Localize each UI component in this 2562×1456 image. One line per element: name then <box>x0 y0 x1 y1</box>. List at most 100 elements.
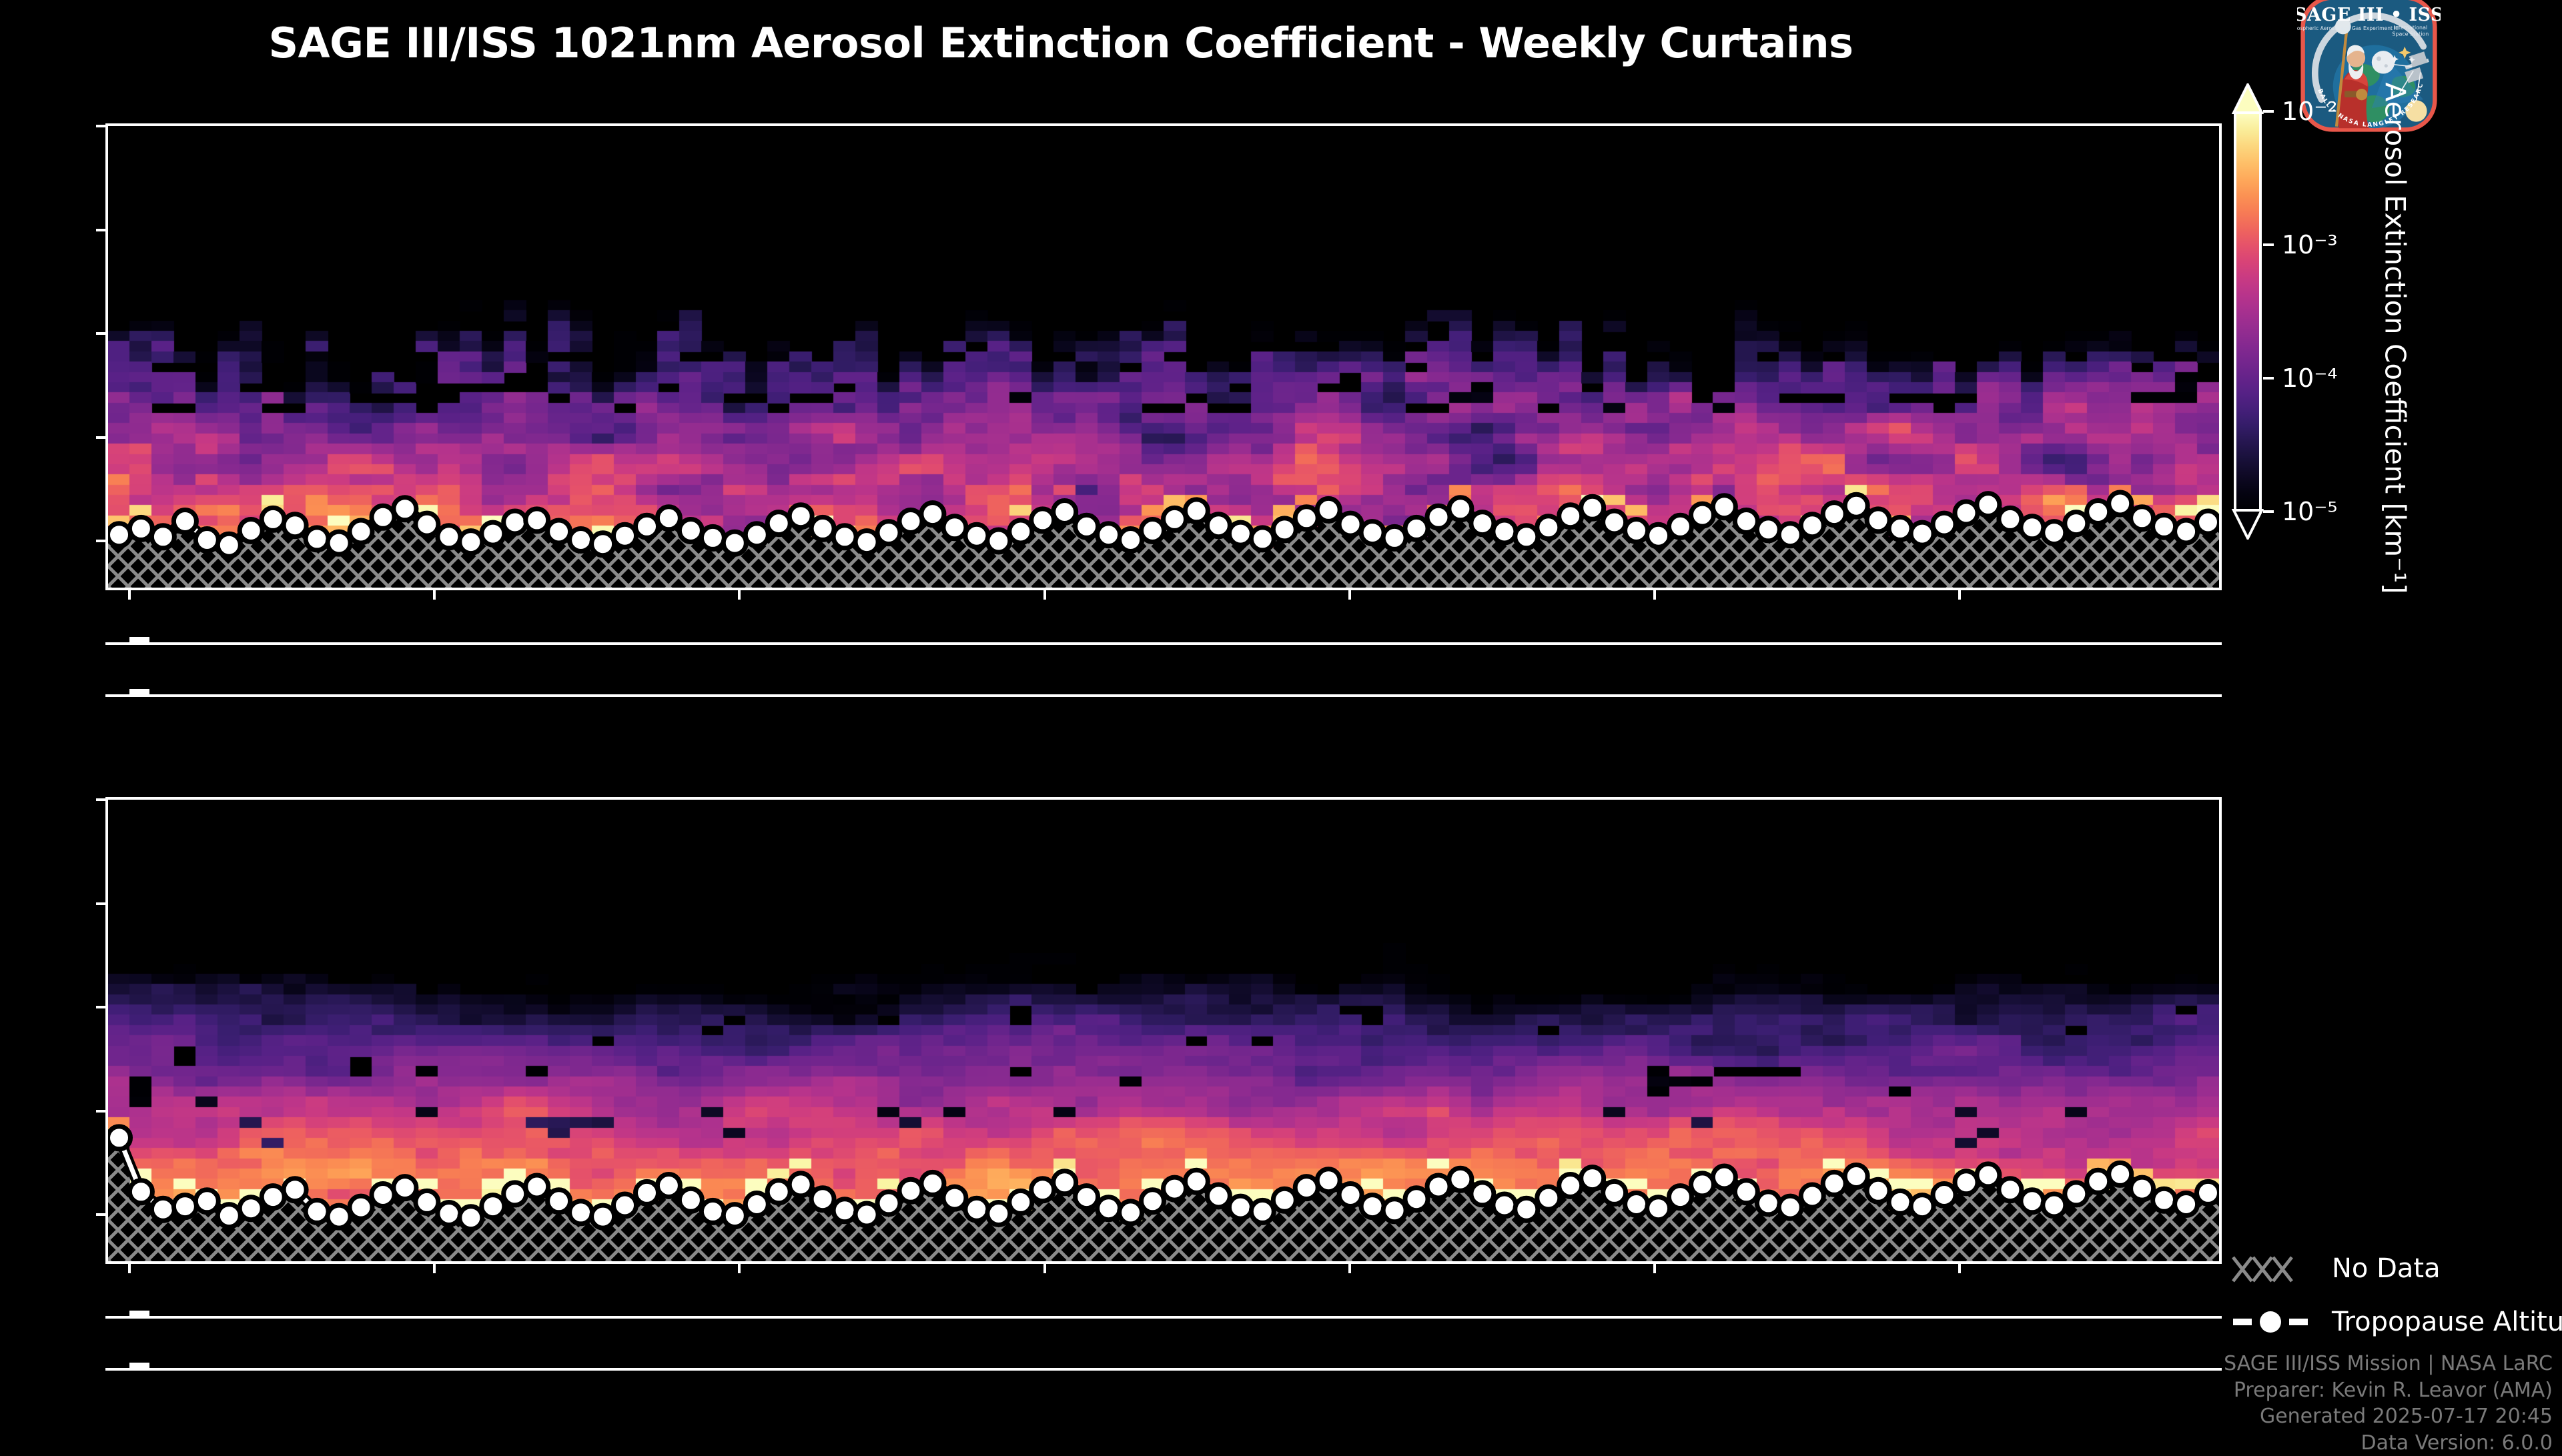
tropopause-marker <box>1908 1193 1936 1221</box>
x-tick-mark <box>738 1264 741 1273</box>
tropopause-marker <box>1798 1182 1826 1210</box>
tropopause-marker <box>875 519 903 547</box>
plot-area-sunrise[interactable] <box>105 123 2222 590</box>
tropopause-marker <box>611 522 638 550</box>
colorbar: 10⁻² 10⁻³ 10⁻⁴ 10⁻⁵ Aerosol Extinction Coef… <box>2231 83 2412 594</box>
tropopause-marker <box>1732 508 1760 535</box>
tropopause-marker <box>985 527 1013 555</box>
tropopause-marker <box>259 505 287 533</box>
tropopause-marker <box>1974 491 2002 519</box>
tropopause-marker <box>1270 1186 1298 1214</box>
tropopause-marker <box>325 529 353 557</box>
tropopause-marker <box>1864 506 1892 534</box>
tropopause-marker <box>1051 1169 1079 1197</box>
no-data-hatch-icon <box>2232 1251 2310 1287</box>
tropopause-marker <box>1182 497 1210 525</box>
tropopause-marker <box>2150 1186 2178 1214</box>
tropopause-marker <box>809 514 837 542</box>
y-tick-mark <box>96 540 105 543</box>
tropopause-marker <box>963 522 991 550</box>
tropopause-marker <box>1468 1180 1497 1208</box>
tropopause-marker-icon <box>2232 1304 2310 1340</box>
y-tick-mark <box>96 1213 105 1217</box>
tropopause-marker <box>2084 1167 2112 1195</box>
tropopause-marker <box>1952 499 1980 527</box>
x-tick-mark <box>433 1264 436 1273</box>
credit-line-generated: Generated 2025-07-17 20:45 <box>2259 1405 2553 1429</box>
tropopause-marker <box>1996 1176 2024 1204</box>
tropopause-marker <box>1226 1193 1254 1221</box>
tropopause-marker <box>2084 498 2112 526</box>
tropopause-marker <box>1557 502 1585 530</box>
tropopause-marker <box>545 518 573 546</box>
tropopause-marker <box>1645 1195 1673 1223</box>
tropopause-marker <box>391 1174 419 1202</box>
tropopause-marker <box>1798 512 1826 540</box>
tropopause-marker <box>1710 1163 1738 1191</box>
tropopause-marker <box>853 528 881 556</box>
tropopause-marker <box>1490 518 1519 546</box>
x-tick-mark <box>128 590 131 600</box>
credit-line-mission: SAGE III/ISS Mission | NASA LaRC <box>2224 1352 2553 1375</box>
tropopause-marker <box>1667 1183 1694 1211</box>
tropopause-marker <box>237 517 265 544</box>
tropopause-marker <box>1051 498 1079 526</box>
tropopause-marker <box>2040 519 2068 547</box>
colorbar-tick-label: 10⁻³ <box>2282 230 2338 259</box>
tropopause-marker <box>765 1178 793 1206</box>
tropopause-marker <box>1358 1193 1386 1221</box>
x-tick-mark <box>1043 590 1046 600</box>
tropopause-marker <box>2172 518 2200 546</box>
tropopause-marker <box>1029 1176 1057 1204</box>
tropopause-marker <box>523 506 551 534</box>
tropopause-marker <box>1336 1181 1364 1209</box>
tropopause-marker <box>369 503 397 531</box>
tropopause-marker <box>1161 1175 1188 1203</box>
tropopause-marker <box>457 528 485 556</box>
tropopause-marker <box>1623 1191 1651 1218</box>
tropopause-marker <box>1380 1197 1408 1225</box>
tropopause-marker <box>875 1189 903 1217</box>
x-tick-mark <box>1653 1264 1657 1273</box>
panel-sunset <box>96 797 2222 1371</box>
tropopause-marker <box>1424 503 1452 531</box>
x-tick-mark <box>433 590 436 600</box>
panel-sunrise <box>96 123 2222 697</box>
y-tick-mark <box>96 228 105 231</box>
tropopause-marker <box>1908 520 1936 548</box>
tropopause-marker <box>149 1195 177 1223</box>
tropopause-marker <box>1996 505 2024 533</box>
tropopause-marker <box>303 1197 331 1225</box>
tropopause-marker <box>1007 518 1035 546</box>
date-level-rule <box>105 1316 2222 1319</box>
tropopause-marker <box>501 1180 529 1208</box>
tropopause-marker <box>2106 490 2134 518</box>
tropopause-marker <box>743 521 771 549</box>
colorbar-extend-max-icon <box>2231 83 2264 114</box>
tropopause-marker <box>1689 1171 1716 1199</box>
tropopause-marker <box>765 510 793 538</box>
date-level-tick <box>129 1363 149 1371</box>
colorbar-tick-mark <box>2263 377 2274 380</box>
tropopause-marker <box>1117 1199 1145 1227</box>
tropopause-marker <box>1645 522 1673 550</box>
tropopause-marker <box>1930 1181 1958 1209</box>
colorbar-tick-mark <box>2263 243 2274 246</box>
tropopause-marker <box>633 1179 661 1207</box>
tropopause-marker <box>347 518 375 546</box>
tropopause-marker <box>479 520 507 548</box>
tropopause-marker <box>1689 501 1716 529</box>
overlay-sunset <box>108 1124 2219 1261</box>
tropopause-marker <box>1139 1187 1166 1215</box>
x-tick-mark <box>1043 1264 1046 1273</box>
tropopause-marker <box>677 517 705 544</box>
tropopause-marker <box>215 531 243 559</box>
tropopause-marker <box>391 495 419 523</box>
colorbar-tick-mark <box>2263 110 2274 113</box>
tropopause-marker <box>193 526 221 554</box>
tropopause-marker <box>1226 520 1254 548</box>
tropopause-marker <box>743 1191 771 1218</box>
plot-area-sunset[interactable] <box>105 797 2222 1264</box>
tropopause-marker <box>237 1195 265 1223</box>
x-tick-mark <box>1958 590 1962 600</box>
